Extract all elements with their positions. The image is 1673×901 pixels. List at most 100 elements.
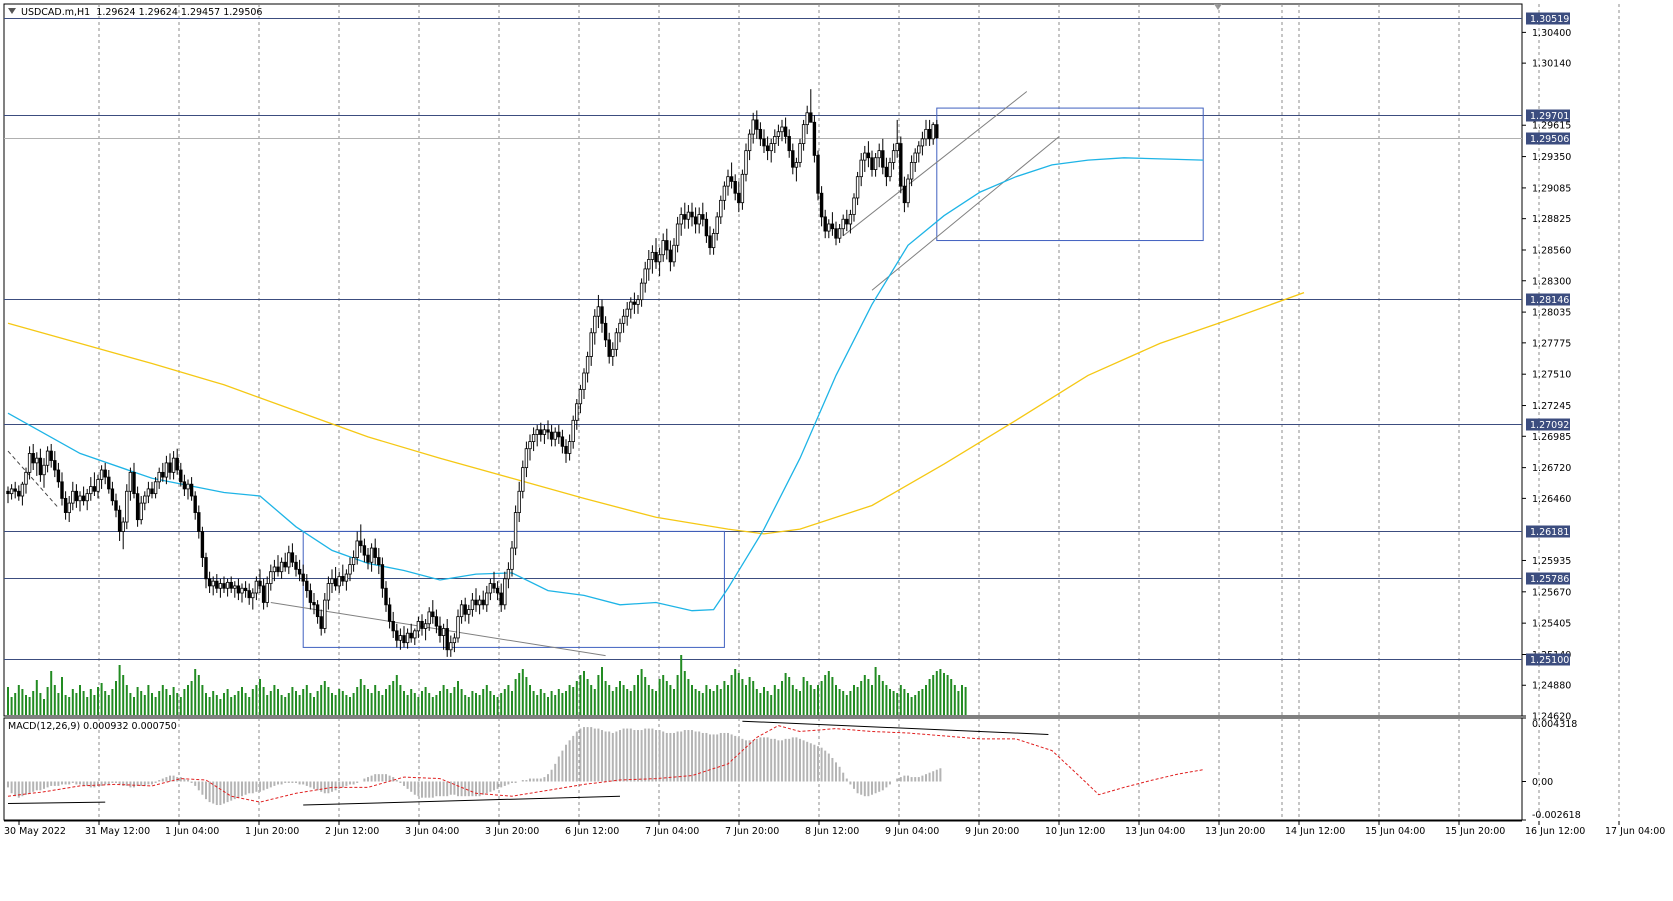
bearish-candle-body [207,578,212,587]
bullish-candle-body [121,521,125,532]
bullish-candle-body [805,112,809,126]
bullish-candle-body [503,578,507,606]
price-tick-label: 1.28035 [1532,308,1571,319]
bullish-candle-body [506,568,511,580]
bullish-candle-body [636,299,640,305]
bullish-candle-body [715,216,719,234]
bearish-candle-body [783,126,788,137]
bullish-candle-body [326,583,331,601]
level-price-label: 1.25786 [1530,574,1569,585]
bullish-candle-body [337,576,341,587]
bearish-candle-body [499,592,503,606]
bullish-candle-body [272,566,277,573]
bearish-candle-body [297,568,302,575]
time-tick-label: 14 Jun 12:00 [1285,826,1345,837]
price-tick-label: 1.27245 [1532,401,1571,412]
price-tick-label: 1.29350 [1532,152,1571,163]
bullish-candle-body [71,490,75,504]
bullish-candle-body [240,587,244,594]
bearish-candle-body [600,306,604,324]
price-tick-label: 1.25405 [1532,619,1571,630]
bearish-candle-body [290,552,295,563]
bullish-candle-body [744,150,748,175]
bearish-candle-body [481,599,485,606]
trendline [871,136,1060,291]
bullish-candle-body [841,218,845,230]
bullish-candle-body [251,592,255,599]
bearish-candle-body [823,216,827,232]
bearish-candle-body [809,112,813,123]
bullish-candle-body [9,488,14,495]
time-tick-label: 16 Jun 12:00 [1525,826,1585,837]
bearish-candle-body [103,469,107,478]
bearish-candle-body [135,493,140,521]
price-tick-label: 1.28825 [1532,214,1571,225]
bearish-candle-body [431,611,435,618]
bearish-candle-body [434,616,439,627]
bearish-candle-body [560,436,565,447]
bullish-candle-body [459,604,464,618]
bullish-candle-body [143,495,147,504]
collapse-triangle-icon[interactable] [8,8,16,14]
trendline [270,601,606,657]
bearish-candle-body [110,488,115,502]
level-price-tag [1526,12,1570,25]
time-tick-label: 7 Jun 04:00 [645,826,699,837]
bearish-candle-body [816,154,820,194]
bullish-candle-body [726,176,730,187]
bearish-candle-body [704,218,709,237]
bullish-candle-body [650,251,655,260]
bullish-candle-body [413,630,417,639]
bullish-candle-body [128,471,133,492]
bearish-candle-body [13,488,17,492]
bearish-candle-body [312,602,316,606]
bearish-candle-body [765,145,770,152]
bullish-candle-body [405,632,410,644]
bearish-candle-body [603,322,608,341]
macd-tick-label: -0.002618 [1532,810,1581,821]
chart-title: USDCAD.m,H1 1.29624 1.29624 1.29457 1.29… [8,7,262,18]
level-price-tag [1526,653,1570,666]
bullish-candle-body [351,557,356,566]
time-tick-label: 3 Jun 20:00 [485,826,539,837]
bullish-candle-body [625,308,629,317]
bearish-candle-body [359,540,363,547]
bullish-candle-body [657,254,662,263]
bearish-candle-body [395,630,399,641]
level-price-tag [1526,293,1570,306]
bearish-candle-body [333,578,338,587]
bullish-candle-body [96,479,100,492]
macd-divergence-line [7,801,106,805]
bearish-candle-body [445,628,449,651]
bearish-candle-body [283,561,287,568]
bullish-candle-body [139,502,143,521]
bearish-candle-body [38,457,43,476]
bullish-candle-body [456,616,460,639]
bearish-candle-body [387,604,392,622]
bearish-candle-body [881,150,885,168]
bullish-candle-body [344,573,349,582]
bearish-candle-body [693,216,698,225]
bullish-candle-body [913,152,917,163]
bullish-candle-body [27,453,32,473]
bullish-candle-body [794,162,799,168]
bullish-candle-body [585,356,590,374]
bullish-candle-body [596,306,601,317]
bullish-candle-body [827,223,831,232]
time-tick-label: 15 Jun 04:00 [1365,826,1425,837]
level-price-tag [1526,572,1570,585]
bullish-candle-body [877,150,881,159]
bearish-candle-body [733,181,737,194]
bearish-candle-body [49,450,53,461]
bullish-candle-body [488,583,493,594]
bullish-candle-body [528,441,532,450]
bearish-candle-body [53,460,57,471]
price-tick-label: 1.30400 [1532,28,1571,39]
bullish-candle-body [780,126,784,133]
level-price-label: 1.25100 [1530,655,1569,666]
bullish-candle-body [254,580,259,594]
bearish-candle-body [200,531,205,558]
bearish-candle-body [92,486,97,492]
bearish-candle-body [539,429,543,435]
